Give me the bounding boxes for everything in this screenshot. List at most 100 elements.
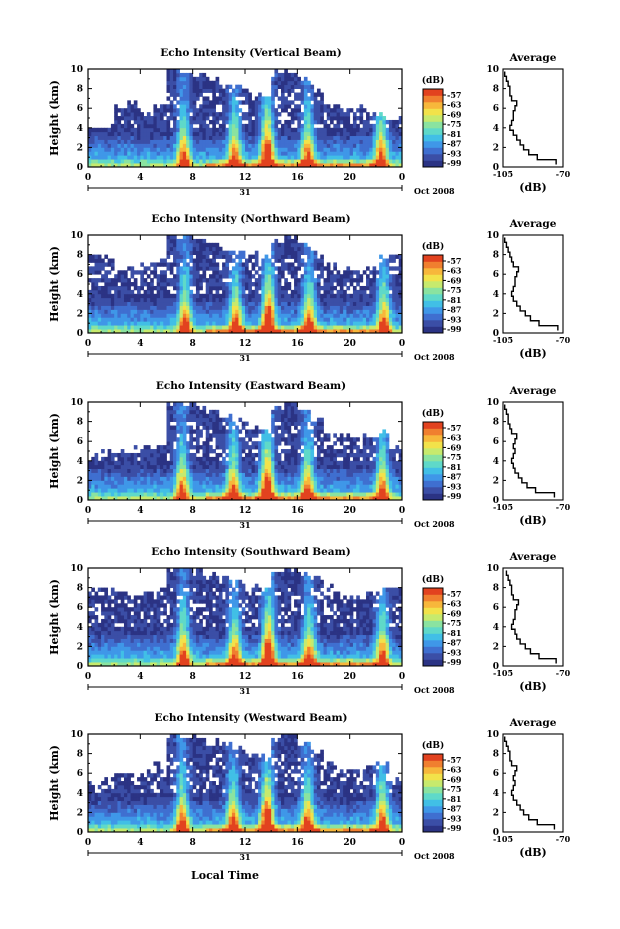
- echo-cell: [179, 254, 184, 259]
- echo-cell: [218, 464, 223, 470]
- echo-cell: [137, 492, 141, 497]
- echo-cell: [274, 468, 279, 473]
- echo-cell: [267, 329, 272, 334]
- echo-cell: [215, 429, 220, 434]
- echo-cell: [356, 289, 360, 295]
- echo-cell: [215, 116, 220, 121]
- echo-cell: [123, 492, 128, 497]
- echo-cell: [222, 104, 226, 109]
- echo-cell: [186, 266, 190, 271]
- echo-cell: [323, 151, 328, 156]
- echo-cell: [300, 313, 305, 318]
- echo-cell: [231, 293, 236, 299]
- echo-cell: [91, 270, 95, 275]
- echo-cell: [336, 313, 341, 318]
- echo-cell: [284, 484, 288, 489]
- echo-cell: [316, 258, 321, 263]
- echo-cell: [300, 258, 305, 263]
- echo-cell: [209, 127, 213, 133]
- echo-cell: [123, 139, 128, 144]
- echo-cell: [267, 147, 272, 152]
- echo-cell: [110, 329, 115, 334]
- echo-cell: [284, 460, 288, 466]
- echo-cell: [251, 119, 256, 125]
- echo-cell: [133, 305, 138, 310]
- echo-cell: [212, 270, 216, 275]
- echo-cell: [173, 69, 177, 74]
- echo-cell: [192, 282, 197, 287]
- echo-cell: [277, 321, 282, 326]
- echo-cell: [218, 433, 223, 438]
- echo-cell: [231, 250, 236, 255]
- echo-cell: [346, 270, 351, 275]
- echo-cell: [179, 139, 184, 144]
- echo-cell: [303, 449, 308, 454]
- echo-cell: [195, 266, 200, 271]
- x-tick-label: 16: [291, 173, 304, 183]
- echo-cell: [395, 159, 400, 164]
- echo-cell: [166, 155, 171, 160]
- echo-cell: [294, 492, 298, 497]
- echo-cell: [97, 278, 102, 283]
- echo-cell: [225, 96, 230, 101]
- echo-cell: [333, 143, 337, 148]
- echo-cell: [294, 413, 298, 419]
- echo-cell: [123, 285, 128, 291]
- echo-cell: [297, 254, 301, 259]
- echo-cell: [251, 301, 256, 306]
- echo-cell: [245, 468, 249, 473]
- echo-cell: [290, 274, 295, 279]
- echo-cell: [284, 155, 288, 160]
- echo-cell: [316, 282, 321, 287]
- echo-cell: [310, 421, 315, 426]
- echo-cell: [189, 456, 194, 462]
- echo-cell: [307, 317, 311, 322]
- echo-cell: [290, 492, 295, 497]
- profile-x-tick-label: -105: [493, 169, 513, 179]
- echo-cell: [189, 297, 194, 303]
- echo-cell: [202, 488, 207, 493]
- echo-cell: [228, 325, 233, 330]
- echo-cell: [362, 135, 367, 140]
- echo-cell: [392, 274, 396, 279]
- echo-cell: [179, 116, 184, 121]
- echo-cell: [320, 266, 324, 271]
- echo-cell: [369, 321, 373, 326]
- echo-cell: [163, 293, 167, 299]
- echo-cell: [303, 301, 308, 306]
- echo-cell: [186, 238, 190, 244]
- echo-cell: [186, 496, 190, 501]
- echo-cell: [195, 119, 200, 125]
- echo-cell: [235, 293, 239, 299]
- echo-cell: [241, 123, 246, 129]
- echo-cell: [182, 159, 187, 164]
- echo-cell: [258, 108, 262, 113]
- echo-cell: [123, 464, 128, 470]
- echo-cell: [202, 151, 207, 156]
- echo-cell: [366, 309, 370, 314]
- echo-cell: [133, 155, 138, 160]
- echo-cell: [189, 402, 194, 407]
- echo-cell: [241, 445, 246, 450]
- echo-cell: [333, 147, 337, 152]
- echo-cell: [274, 449, 279, 454]
- echo-cell: [254, 464, 259, 470]
- echo-cell: [205, 116, 210, 121]
- echo-cell: [271, 135, 275, 140]
- echo-cell: [163, 135, 167, 140]
- echo-cell: [189, 274, 194, 279]
- echo-cell: [297, 433, 301, 438]
- echo-cell: [277, 135, 282, 140]
- echo-cell: [333, 313, 337, 318]
- echo-cell: [222, 492, 226, 497]
- echo-cell: [290, 437, 295, 442]
- echo-cell: [284, 135, 288, 140]
- echo-cell: [274, 163, 279, 168]
- echo-cell: [352, 135, 357, 140]
- echo-cell: [189, 147, 194, 152]
- echo-cell: [267, 472, 272, 477]
- y-tick-label: 0: [77, 329, 83, 339]
- echo-cell: [222, 313, 226, 318]
- echo-cell: [228, 131, 233, 137]
- echo-cell: [375, 127, 380, 133]
